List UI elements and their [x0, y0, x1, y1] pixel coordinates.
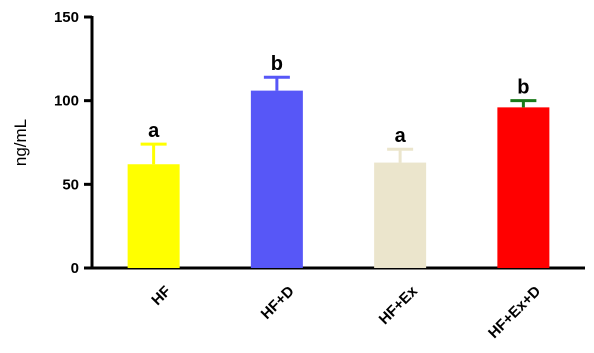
- x-tick-label: HF+D: [258, 283, 298, 323]
- y-ticks: 0 50 100 150: [54, 9, 92, 277]
- bar-hf-d: [250, 90, 303, 268]
- y-tick-label: 0: [71, 260, 79, 277]
- significance-label: b: [517, 77, 529, 99]
- error-bars: [140, 75, 537, 165]
- y-tick-label: 50: [62, 176, 79, 193]
- bar-hf: [127, 164, 180, 268]
- significance-label: a: [148, 120, 160, 142]
- y-axis-title: ng/mL: [11, 119, 30, 166]
- x-tick-label: HF: [148, 283, 174, 309]
- y-tick-label: 150: [54, 9, 79, 26]
- y-tick-label: 100: [54, 93, 79, 110]
- bar-hf-ex-d: [497, 107, 550, 268]
- x-tick-label: HF+Ex: [376, 282, 422, 328]
- x-tick-label: HF+Ex+D: [485, 283, 544, 342]
- bars: [127, 90, 550, 268]
- significance-labels: a b a b: [148, 53, 529, 147]
- x-tick-labels: HF HF+D HF+Ex HF+Ex+D: [148, 282, 544, 342]
- significance-label: b: [271, 53, 283, 75]
- bar-hf-ex: [374, 162, 427, 268]
- significance-label: a: [395, 125, 407, 147]
